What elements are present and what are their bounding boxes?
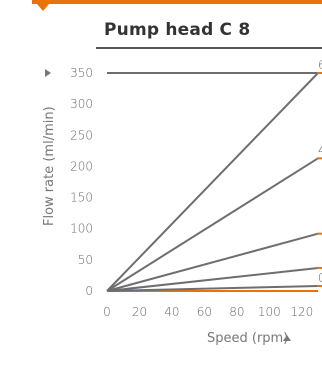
x-tick-label: 0	[103, 305, 111, 319]
header-accent-notch	[37, 4, 49, 11]
x-axis-title[interactable]: Speed (rpm)	[207, 331, 289, 346]
triangle-up-icon[interactable]	[283, 335, 291, 341]
series-line	[106, 232, 319, 292]
y-tick-label: 150	[70, 191, 93, 205]
chart-title: Pump head C 8	[104, 20, 251, 40]
y-tick-label: 250	[70, 128, 93, 142]
y-tick-label: 50	[78, 253, 93, 267]
x-tick-label: 60	[197, 305, 212, 319]
x-tick-label: 40	[164, 305, 179, 319]
x-tick-label: 120	[290, 305, 313, 319]
series-end-label: 0	[318, 271, 322, 285]
y-tick-label: 0	[85, 284, 93, 298]
series-line	[106, 72, 319, 292]
x-tick-label: 80	[229, 305, 244, 319]
series-line	[106, 285, 319, 292]
y-tick-label: 350	[70, 66, 93, 80]
series-end-label: 4	[318, 143, 322, 157]
y-tick-label: 100	[70, 222, 93, 236]
series-line	[106, 266, 319, 292]
triangle-right-icon[interactable]	[45, 69, 51, 77]
y-tick-label: 200	[70, 159, 93, 173]
y-axis-title: Flow rate (ml/min)	[42, 106, 57, 226]
x-tick-label: 100	[258, 305, 281, 319]
header-accent-bar	[32, 0, 322, 4]
y-tick-label: 300	[70, 97, 93, 111]
series-line	[106, 157, 319, 292]
series-end-label: 6	[318, 58, 322, 72]
title-underline	[96, 47, 322, 49]
x-tick-label: 20	[132, 305, 147, 319]
